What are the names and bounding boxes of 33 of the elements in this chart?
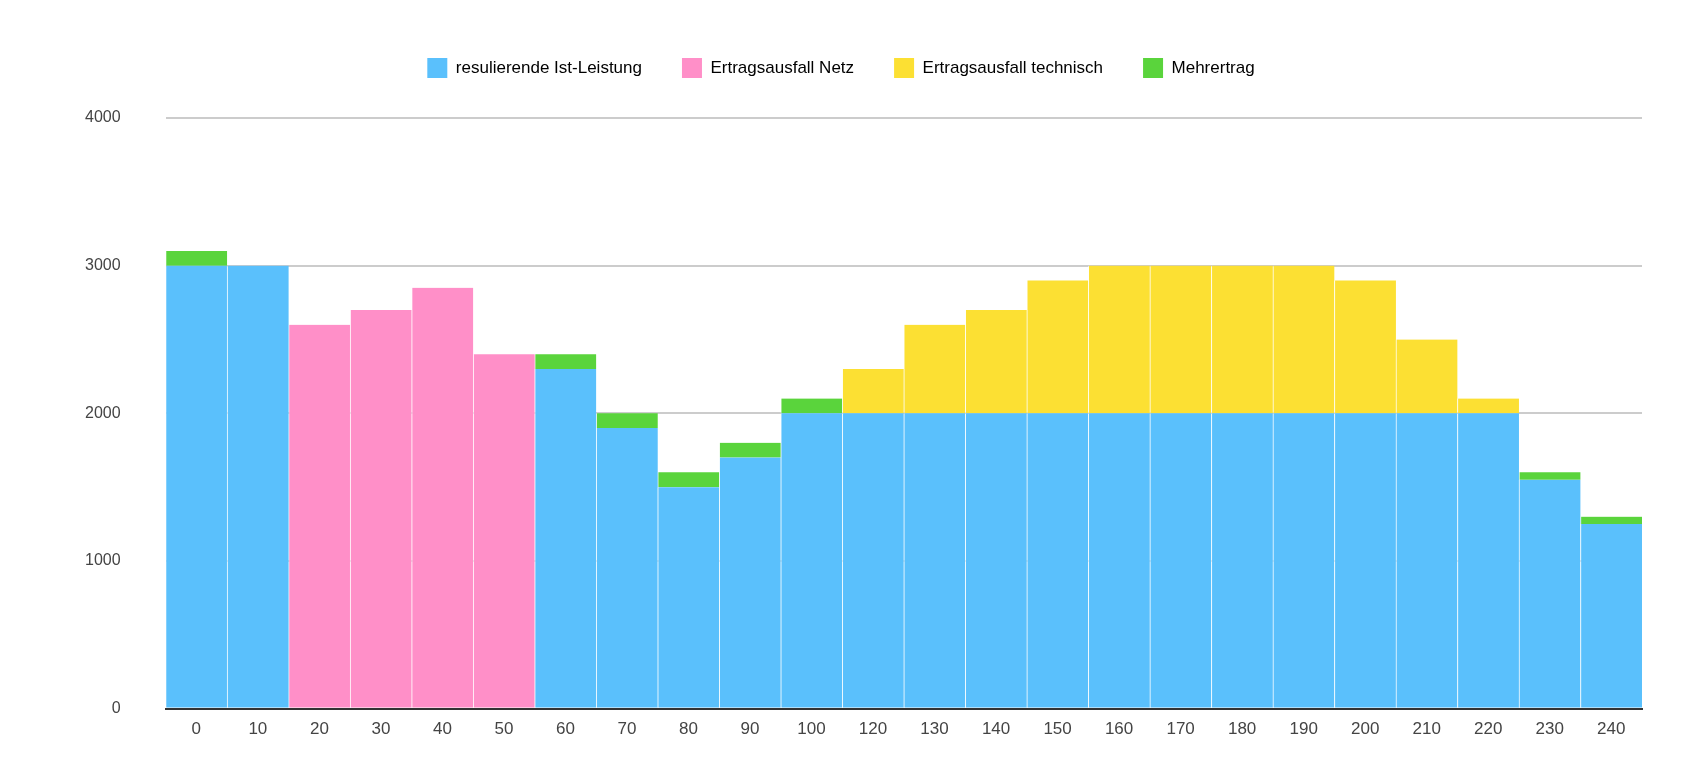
- x-tick-label: 230: [1535, 719, 1564, 739]
- x-tick-label: 130: [920, 719, 949, 739]
- x-tick-label: 140: [981, 719, 1011, 739]
- y-tick-label: 2000: [85, 403, 121, 421]
- x-tick-label: 60: [555, 719, 575, 739]
- x-tick-label: 210: [1412, 719, 1441, 739]
- legend-label: resulierende Ist-Leistung: [455, 57, 642, 77]
- x-tick-label: 220: [1474, 719, 1503, 739]
- x-tick-label: 200: [1350, 719, 1380, 739]
- legend-label: Ertragsausfall technisch: [922, 57, 1104, 77]
- x-tick-label: 20: [309, 719, 329, 739]
- x-tick-label: 40: [432, 719, 452, 739]
- x-tick-label: 150: [1043, 719, 1072, 739]
- x-tick-label: 170: [1166, 719, 1195, 739]
- x-tick-label: 10: [248, 719, 268, 739]
- y-tick-label: 0: [111, 699, 121, 717]
- x-tick-label: 120: [858, 719, 888, 739]
- x-tick-label: 240: [1597, 719, 1626, 739]
- y-tick-label: 4000: [85, 108, 121, 126]
- x-tick-label: 190: [1289, 719, 1318, 739]
- x-tick-label: 50: [494, 719, 514, 739]
- x-tick-label: 160: [1104, 719, 1134, 739]
- x-tick-label: 100: [797, 719, 826, 739]
- y-tick-label: 1000: [85, 551, 121, 569]
- x-tick-label: 80: [679, 719, 698, 739]
- x-tick-label: 0: [191, 719, 202, 739]
- legend-label: Mehrertrag: [1171, 57, 1255, 77]
- y-tick-label: 3000: [85, 256, 121, 274]
- legend-label: Ertragsausfall Netz: [710, 57, 855, 77]
- x-tick-label: 30: [371, 719, 391, 739]
- x-tick-label: 180: [1227, 719, 1257, 739]
- x-tick-label: 90: [740, 719, 760, 739]
- x-tick-label: 70: [617, 719, 637, 739]
